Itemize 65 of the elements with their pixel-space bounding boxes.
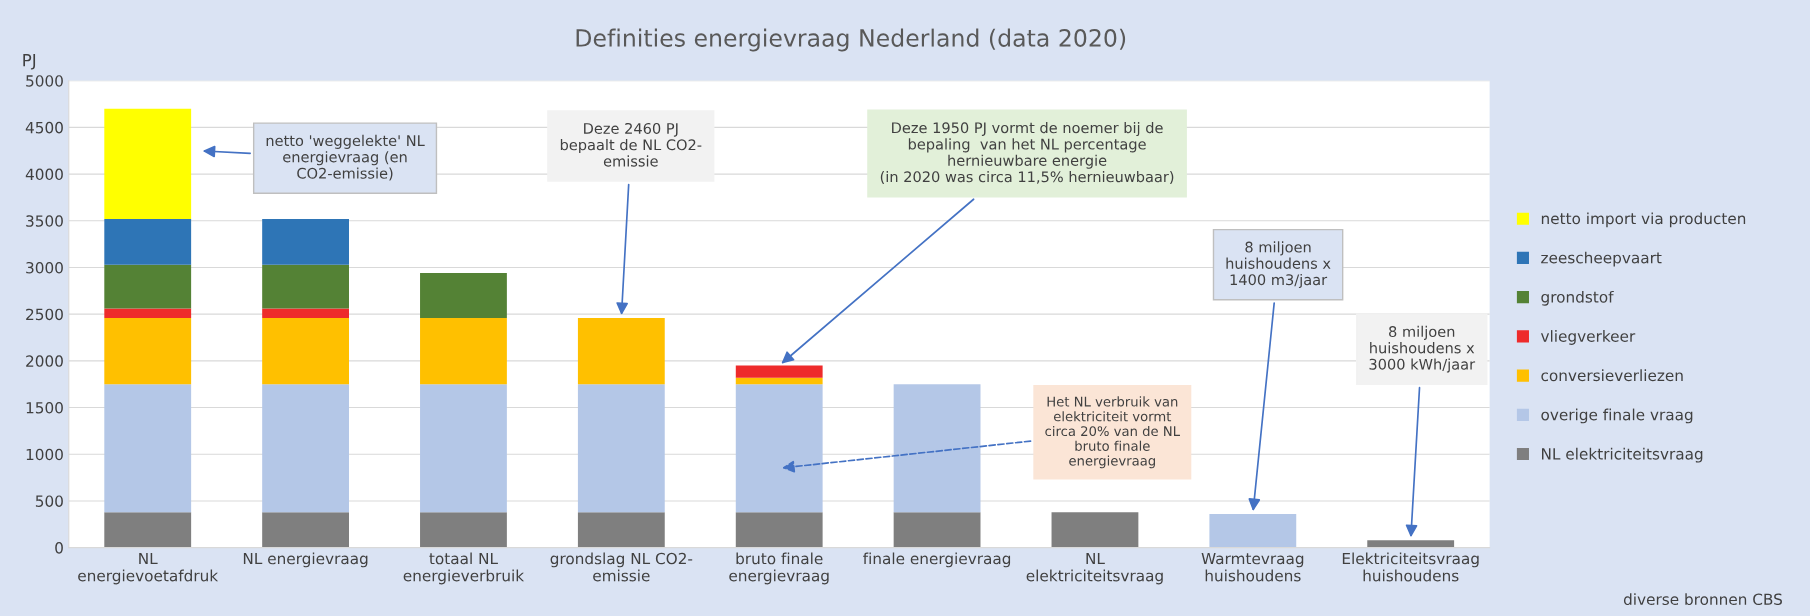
y-tick-label: 2500: [26, 308, 63, 321]
legend-label: NL elektriciteitsvraag: [1542, 447, 1703, 463]
bar: [420, 317, 507, 385]
bar: [735, 512, 823, 548]
bar: [735, 365, 823, 378]
bar: [262, 264, 349, 309]
y-tick-label: 0: [55, 542, 63, 554]
bar: [262, 317, 349, 385]
annotation: 8 miljoen huishoudens x 3000 kWh/jaar: [1369, 325, 1476, 373]
annotation: Deze 2460 PJ bepaalt de NL CO2- emissie: [560, 122, 702, 167]
bar: [735, 377, 823, 385]
legend-label: netto import via producten: [1541, 212, 1746, 228]
x-tick-label: NL elektriciteitsvraag: [1026, 552, 1163, 585]
bar: [893, 384, 981, 513]
bar: [1051, 512, 1139, 548]
y-tick-label: 3000: [26, 261, 63, 274]
y-tick-label: 1500: [26, 402, 63, 414]
bar: [262, 218, 349, 265]
bar: [1367, 540, 1455, 548]
legend-label: grondstof: [1541, 290, 1614, 306]
y-tick-label: 2000: [26, 355, 63, 367]
text: diverse bronnen CBS: [1623, 593, 1782, 606]
annotation: Deze 1950 PJ vormt de noemer bij de bepaling van het NL percentage hernieuwbare energie (in 2020 was circa 11,5% hernieuwbaar): [880, 121, 1174, 184]
y-tick-label: 4000: [25, 168, 63, 181]
bar: [420, 384, 507, 513]
x-tick-label: NL energievraag: [243, 552, 368, 568]
bar: [104, 308, 192, 318]
legend-label: zeescheepvaart: [1541, 251, 1662, 267]
bar: [262, 384, 349, 513]
annotation: netto 'weggelekte' NL energievraag (en CO2-emissie): [266, 134, 425, 181]
bar: [420, 273, 507, 318]
bar: [577, 512, 665, 548]
bar: [104, 317, 192, 385]
y-tick-label: 4500: [25, 121, 63, 134]
bar: [577, 384, 665, 513]
y-tick-label: 500: [35, 495, 63, 507]
x-tick-label: totaal NL energieverbruik: [403, 552, 525, 585]
x-tick-label: Warmtevraag huishoudens: [1201, 552, 1304, 582]
bar: [1209, 514, 1297, 548]
bar: [577, 317, 665, 385]
legend-label: overige finale vraag: [1541, 408, 1693, 424]
y-tick-label: 3500: [26, 215, 63, 227]
legend-label: vliegverkeer: [1540, 330, 1636, 345]
bar: [420, 512, 507, 548]
y-axis-title: PJ: [23, 54, 36, 70]
legend-label: conversieverliezen: [1541, 369, 1683, 382]
x-tick-label: grondslag NL CO2- emissie: [550, 552, 693, 582]
bar: [104, 384, 192, 513]
y-tick-label: 5000: [26, 75, 63, 87]
bar: [735, 384, 823, 513]
y-tick-label: 1000: [26, 448, 63, 461]
bar: [262, 512, 349, 548]
x-tick-label: NL energievoetafdruk: [78, 552, 219, 585]
x-tick-label: bruto finale energievraag: [729, 552, 829, 585]
annotation: 8 miljoen huishoudens x 1400 m3/jaar: [1226, 241, 1331, 289]
annotation: Het NL verbruik van elektriciteit vormt circa 20% van de NL bruto finale energievraag: [1045, 396, 1180, 469]
bar: [262, 308, 349, 318]
chart-title: Definities energievraag Nederland (data 2020): [576, 28, 1126, 52]
bar: [104, 218, 192, 265]
bar: [104, 512, 192, 548]
x-tick-label: finale energievraag: [863, 552, 1011, 568]
bar: [893, 512, 981, 548]
x-tick-label: Elektriciteitsvraag huishoudens: [1342, 552, 1479, 582]
bar: [104, 264, 192, 309]
bar: [104, 108, 192, 219]
